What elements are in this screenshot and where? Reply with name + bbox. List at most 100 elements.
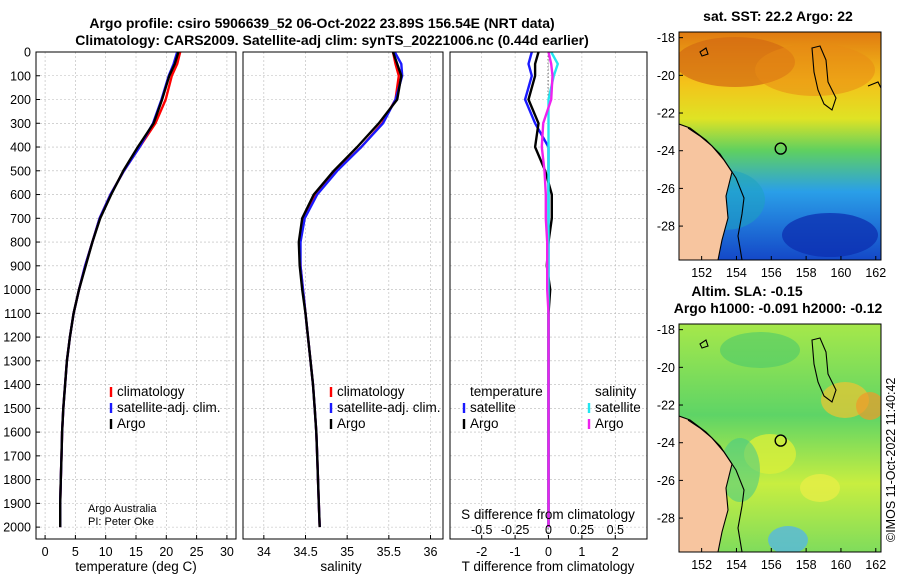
map-y-tick-label: -22: [657, 399, 675, 413]
x-tick-label: -2: [476, 545, 487, 559]
map-x-tick-label: 152: [691, 266, 712, 280]
x-tick-label: 30: [220, 545, 234, 559]
shelf-contour: [687, 127, 745, 260]
land-mass: [679, 324, 732, 552]
y-tick-label: 1800: [3, 473, 31, 487]
timestamp-stamp: ©IMOS 11-Oct-2022 11:40:42: [884, 378, 898, 542]
reef-contour: [811, 337, 837, 403]
legend-sal-satellite-label: satellite: [595, 400, 641, 415]
map-x-tick-label: 154: [726, 558, 747, 572]
map-y-tick-label: -22: [657, 107, 675, 121]
y-tick-label: 1000: [3, 283, 31, 297]
x-tick-label: 5: [72, 545, 79, 559]
legend-title-temperature: temperature: [470, 384, 543, 399]
title-line-2: Climatology: CARS2009. Satellite-adj cli…: [75, 32, 589, 48]
sla-high-patch: [856, 392, 881, 420]
temperature-xlabel: temperature (deg C): [75, 559, 197, 574]
y-tick-label: 800: [10, 236, 31, 250]
x2-tick-label: 0.5: [607, 523, 624, 537]
x-tick-label: 2: [612, 545, 619, 559]
x-tick-label: 20: [159, 545, 173, 559]
y-tick-label: 900: [10, 259, 31, 273]
map-x-tick-label: 158: [796, 558, 817, 572]
map-x-tick-label: 158: [796, 266, 817, 280]
sla-low-patch: [720, 438, 760, 502]
legend-argo-label: Argo: [117, 416, 146, 431]
title-line-1: Argo profile: csiro 5906639_52 06-Oct-20…: [89, 15, 554, 31]
reef-contour: [867, 81, 881, 89]
difference-panel: -2 -1 0 1 2 -0.5 -0.25 0 0.25 0.5 S difference f…: [449, 51, 648, 574]
map-x-tick-label: 154: [726, 266, 747, 280]
legend-satellite-label: satellite-adj. clim.: [337, 400, 441, 415]
y-tick-label: 2000: [3, 521, 31, 535]
y-tick-label: 200: [10, 93, 31, 107]
y-tick-label: 1300: [3, 354, 31, 368]
y-tick-label: 700: [10, 212, 31, 226]
difference-xlabel-salinity: S difference from climatology: [461, 507, 635, 522]
y-tick-label: 600: [10, 188, 31, 202]
x-tick-label: 10: [99, 545, 113, 559]
map-x-tick-label: 156: [761, 558, 782, 572]
x-tick-label: 36: [424, 545, 438, 559]
map-y-tick-label: -26: [657, 474, 675, 488]
x2-tick-label: 0.25: [570, 523, 594, 537]
map-y-tick-label: -28: [657, 512, 675, 526]
sst-map: sat. SST: 22.2 Argo: 22 -18 -20 -22 -24 -26 -…: [657, 8, 886, 280]
y-tick-label: 1900: [3, 497, 31, 511]
profile-temperature-satellite: [523, 51, 550, 528]
salinity-legend: climatology satellite-adj. clim. Argo: [329, 384, 441, 431]
island-contour: [699, 47, 709, 57]
legend-satellite-label: satellite-adj. clim.: [117, 400, 221, 415]
profile-salinity-argo: [540, 51, 554, 528]
x-tick-label: 0: [545, 545, 552, 559]
profile-argo: [59, 51, 180, 528]
map-y-tick-label: -24: [657, 144, 675, 158]
island-contour: [699, 339, 709, 349]
profile-argo: [297, 51, 403, 528]
map-y-tick-label: -20: [657, 69, 675, 83]
y-tick-label: 100: [10, 69, 31, 83]
map-y-tick-label: -18: [657, 323, 675, 337]
y-tick-label: 1200: [3, 331, 31, 345]
y-tick-label: 1400: [3, 378, 31, 392]
map-y-tick-label: -18: [657, 31, 675, 45]
sst-cool-patch: [782, 213, 878, 257]
y-tick-label: 300: [10, 117, 31, 131]
legend-title-salinity: salinity: [595, 384, 637, 399]
y-tick-label: 1100: [4, 307, 31, 321]
salinity-xlabel: salinity: [320, 559, 362, 574]
sla-map-frame: [678, 323, 882, 553]
y-tick-label: 0: [24, 46, 31, 60]
x-tick-label: 1: [578, 545, 585, 559]
sla-high-patch: [800, 474, 840, 502]
x-tick-label: -1: [510, 545, 521, 559]
salinity-axes-frame: [242, 51, 444, 540]
y-tick-label: 400: [10, 141, 31, 155]
sst-warm-patch: [755, 44, 875, 96]
map-x-tick-label: 162: [865, 558, 886, 572]
legend-argo-label: Argo: [337, 416, 366, 431]
x-tick-label: 25: [190, 545, 204, 559]
y-tick-label: 1700: [3, 449, 31, 463]
x-tick-label: 35: [340, 545, 354, 559]
attribution-pi: PI: Peter Oke: [88, 516, 154, 528]
y-tick-label: 1500: [3, 402, 31, 416]
legend-climatology-label: climatology: [337, 384, 405, 399]
x-tick-label: 34: [257, 545, 271, 559]
x2-tick-label: -0.25: [501, 523, 530, 537]
reef-contour: [811, 45, 837, 111]
map-x-tick-label: 160: [831, 558, 852, 572]
attribution-org: Argo Australia: [88, 503, 157, 515]
map-x-tick-label: 162: [865, 266, 886, 280]
legend-temp-argo-label: Argo: [470, 416, 499, 431]
difference-legend: temperature salinity satellite Argo sate…: [462, 384, 641, 431]
land-mass: [679, 32, 732, 260]
map-y-tick-label: -26: [657, 182, 675, 196]
sla-low-patch: [768, 526, 808, 552]
map-y-tick-label: -24: [657, 436, 675, 450]
float-position-marker: [774, 434, 787, 447]
legend-climatology-label: climatology: [117, 384, 185, 399]
legend-temp-satellite-label: satellite: [470, 400, 516, 415]
temperature-legend: climatology satellite-adj. clim. Argo: [109, 384, 221, 431]
map-x-tick-label: 160: [831, 266, 852, 280]
